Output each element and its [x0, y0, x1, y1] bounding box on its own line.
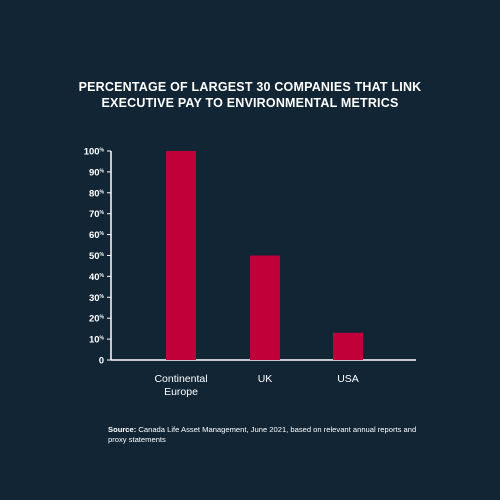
- bar: [250, 255, 280, 360]
- x-tick-label: Europe: [164, 386, 198, 398]
- y-tick-label: 10%: [89, 335, 105, 346]
- y-tick-label: 0: [99, 356, 104, 367]
- x-tick-label: USA: [337, 373, 359, 385]
- chart-title-line-2: EXECUTIVE PAY TO ENVIRONMENTAL METRICS: [101, 96, 399, 110]
- y-tick-label: 60%: [89, 230, 105, 241]
- x-tick-label: UK: [258, 373, 273, 385]
- x-tick-label: Continental: [154, 373, 207, 385]
- source-text: Canada Life Asset Management, June 2021,…: [108, 425, 417, 444]
- source-note: Source: Canada Life Asset Management, Ju…: [108, 425, 418, 445]
- source-label: Source:: [108, 425, 137, 434]
- y-tick-label: 20%: [89, 314, 105, 325]
- y-tick-label: 50%: [89, 251, 105, 262]
- y-tick-label: 30%: [89, 293, 105, 304]
- bar: [166, 151, 196, 360]
- bar: [333, 332, 363, 360]
- y-tick-label: 80%: [89, 188, 105, 199]
- y-tick-label: 70%: [89, 209, 105, 220]
- y-tick-label: 90%: [89, 167, 105, 178]
- chart-title: PERCENTAGE OF LARGEST 30 COMPANIES THAT …: [0, 79, 500, 111]
- y-tick-label: 100%: [84, 147, 105, 158]
- chart-title-line-1: PERCENTAGE OF LARGEST 30 COMPANIES THAT …: [78, 80, 422, 94]
- y-tick-label: 40%: [89, 272, 105, 283]
